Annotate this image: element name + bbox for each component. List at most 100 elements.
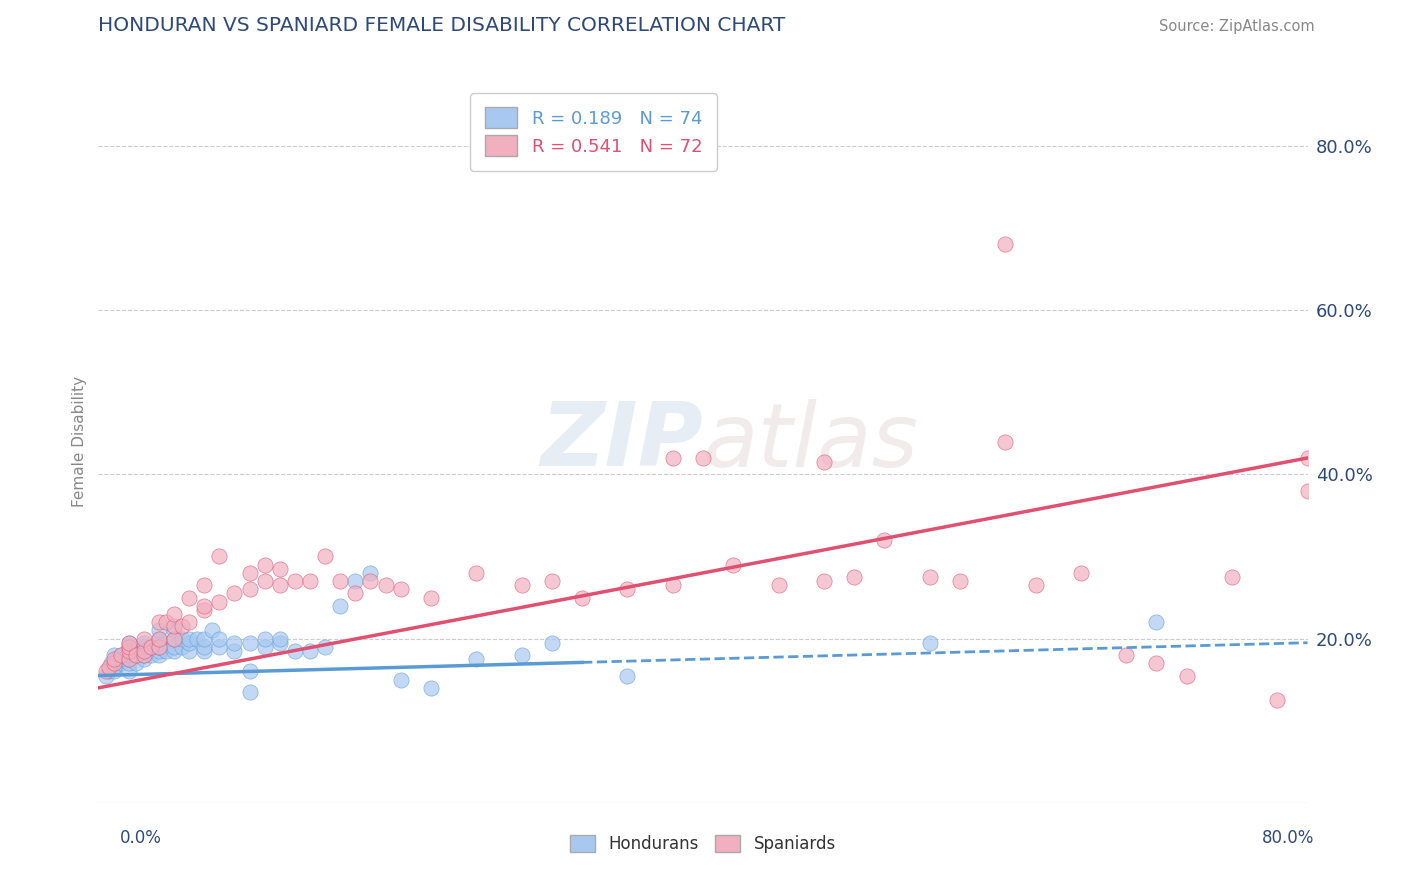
Point	[98, 660, 121, 674]
Point	[179, 615, 201, 630]
Point	[179, 632, 201, 646]
Point	[1296, 483, 1319, 498]
Point	[571, 591, 593, 605]
Point	[170, 632, 193, 646]
Point	[148, 624, 170, 638]
Point	[374, 578, 396, 592]
Point	[1144, 657, 1167, 671]
Point	[132, 652, 155, 666]
Text: HONDURAN VS SPANIARD FEMALE DISABILITY CORRELATION CHART: HONDURAN VS SPANIARD FEMALE DISABILITY C…	[98, 16, 786, 35]
Point	[94, 665, 117, 679]
Point	[284, 574, 307, 588]
Point	[163, 640, 186, 654]
Point	[344, 586, 367, 600]
Point	[314, 549, 336, 564]
Point	[103, 657, 125, 671]
Point	[253, 574, 276, 588]
Y-axis label: Female Disability: Female Disability	[72, 376, 87, 508]
Point	[540, 574, 562, 588]
Point	[360, 574, 382, 588]
Point	[148, 640, 170, 654]
Point	[873, 533, 896, 547]
Point	[110, 657, 132, 671]
Point	[155, 615, 177, 630]
Point	[110, 648, 132, 662]
Point	[118, 652, 141, 666]
Point	[118, 657, 141, 671]
Text: 0.0%: 0.0%	[120, 829, 162, 847]
Point	[148, 644, 170, 658]
Point	[918, 570, 941, 584]
Point	[155, 644, 177, 658]
Point	[465, 566, 488, 580]
Point	[208, 632, 231, 646]
Point	[148, 636, 170, 650]
Point	[98, 665, 121, 679]
Point	[132, 648, 155, 662]
Point	[329, 574, 352, 588]
Point	[163, 624, 186, 638]
Point	[193, 640, 215, 654]
Point	[540, 636, 562, 650]
Point	[269, 636, 291, 650]
Point	[103, 665, 125, 679]
Point	[994, 434, 1017, 449]
Point	[148, 632, 170, 646]
Text: atlas: atlas	[703, 399, 918, 484]
Point	[118, 644, 141, 658]
Point	[110, 652, 132, 666]
Point	[1144, 615, 1167, 630]
Point	[118, 636, 141, 650]
Point	[239, 566, 262, 580]
Point	[94, 668, 117, 682]
Point	[253, 640, 276, 654]
Point	[510, 648, 533, 662]
Point	[329, 599, 352, 613]
Point	[103, 660, 125, 674]
Point	[132, 640, 155, 654]
Point	[269, 562, 291, 576]
Point	[118, 648, 141, 662]
Point	[118, 640, 141, 654]
Point	[616, 582, 638, 597]
Point	[163, 632, 186, 646]
Point	[813, 574, 835, 588]
Point	[269, 578, 291, 592]
Point	[125, 648, 148, 662]
Point	[163, 607, 186, 621]
Point	[170, 619, 193, 633]
Point	[125, 648, 148, 662]
Point	[125, 657, 148, 671]
Point	[1220, 570, 1243, 584]
Point	[768, 578, 790, 592]
Point	[103, 652, 125, 666]
Point	[389, 582, 412, 597]
Point	[224, 636, 246, 650]
Point	[132, 636, 155, 650]
Point	[193, 632, 215, 646]
Point	[163, 644, 186, 658]
Point	[179, 591, 201, 605]
Point	[170, 640, 193, 654]
Text: Source: ZipAtlas.com: Source: ZipAtlas.com	[1159, 20, 1315, 34]
Point	[132, 648, 155, 662]
Point	[110, 648, 132, 662]
Point	[141, 640, 163, 654]
Point	[132, 632, 155, 646]
Point	[661, 578, 683, 592]
Point	[239, 685, 262, 699]
Point	[661, 450, 683, 465]
Point	[314, 640, 336, 654]
Point	[118, 665, 141, 679]
Point	[224, 644, 246, 658]
Point	[201, 624, 224, 638]
Point	[118, 644, 141, 658]
Text: ZIP: ZIP	[540, 398, 703, 485]
Point	[994, 237, 1017, 252]
Point	[179, 636, 201, 650]
Point	[208, 594, 231, 608]
Point	[420, 681, 443, 695]
Point	[148, 615, 170, 630]
Point	[269, 632, 291, 646]
Point	[118, 652, 141, 666]
